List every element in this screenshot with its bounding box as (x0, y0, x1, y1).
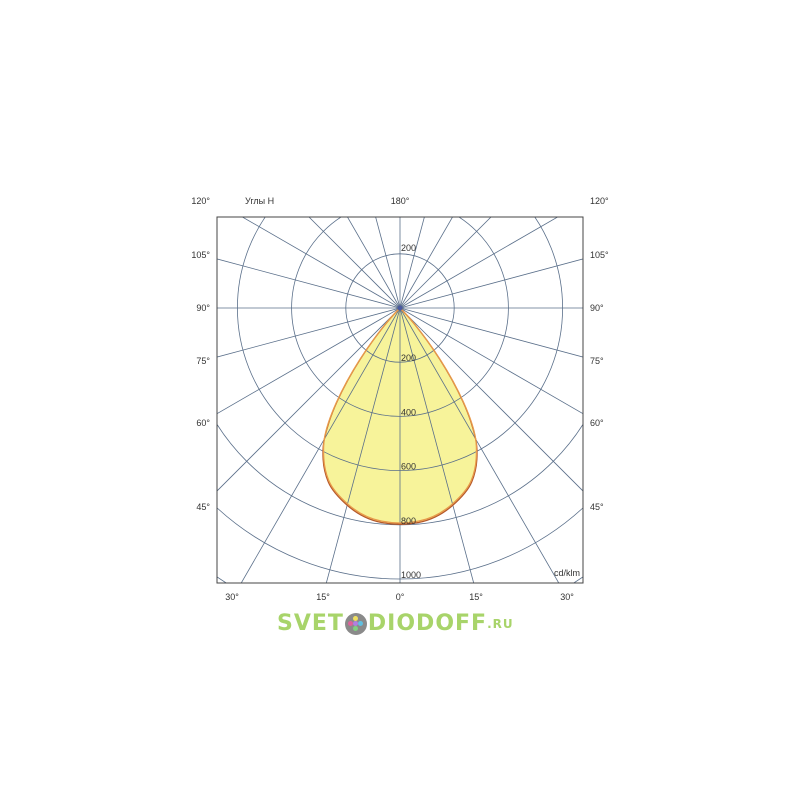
grid-ray (399, 307, 583, 358)
plot-area (217, 217, 583, 583)
angle-label-left: 75° (196, 356, 210, 366)
logo: SVET DIODOFF .RU (277, 612, 514, 636)
grid-ray (308, 217, 401, 309)
angle-label-left: 90° (196, 303, 210, 313)
angle-label-bottom: 15° (316, 592, 330, 602)
angle-label-left: 120° (191, 196, 210, 206)
chart-title-label: Углы H (245, 196, 274, 206)
grid-ray (217, 258, 401, 309)
angle-label-left: 105° (191, 250, 210, 260)
grid-ray (399, 307, 583, 415)
radial-tick-label: 1000 (401, 570, 421, 580)
grid-ray (375, 217, 401, 309)
angle-label-right: 45° (590, 502, 604, 512)
angle-label-bottom: 30° (225, 592, 239, 602)
center-point (397, 305, 403, 311)
grid-ray (399, 307, 583, 492)
angle-label-right: 90° (590, 303, 604, 313)
angle-label-right: 120° (590, 196, 609, 206)
grid-ray (217, 307, 401, 358)
grid-ray (241, 217, 401, 309)
grid-ray (217, 307, 401, 492)
grid-ray (399, 217, 454, 309)
radial-tick-label: 600 (401, 462, 416, 472)
plot-frame (216, 216, 584, 584)
angle-label-right: 60° (590, 418, 604, 428)
grid-ray (399, 217, 492, 309)
logo-text-left: SVET (277, 611, 344, 636)
angle-label-top: 180° (391, 196, 410, 206)
radial-tick-label: 800 (401, 516, 416, 526)
angle-label-bottom: 30° (560, 592, 574, 602)
angle-label-bottom: 15° (469, 592, 483, 602)
grid-ray (240, 307, 401, 583)
intensity-curve-1 (322, 307, 478, 524)
grid-ray (399, 258, 583, 309)
grid-ray (399, 217, 559, 309)
radial-tick-label-top: 200 (401, 243, 416, 253)
grid-ray (399, 307, 560, 583)
unit-label: cd/klm (554, 568, 580, 578)
angle-label-left: 45° (196, 502, 210, 512)
logo-dot-icon (344, 613, 367, 635)
grid-ray (217, 307, 401, 415)
angle-label-bottom: 0° (396, 592, 405, 602)
logo-suffix: .RU (487, 617, 514, 631)
angle-label-right: 75° (590, 356, 604, 366)
radial-tick-label: 200 (401, 353, 416, 363)
radial-tick-label: 400 (401, 407, 416, 417)
logo-text-right: DIODOFF (367, 611, 488, 636)
grid-ray (346, 217, 401, 309)
grid-ray (399, 217, 425, 309)
angle-label-left: 60° (196, 418, 210, 428)
angle-label-right: 105° (590, 250, 609, 260)
